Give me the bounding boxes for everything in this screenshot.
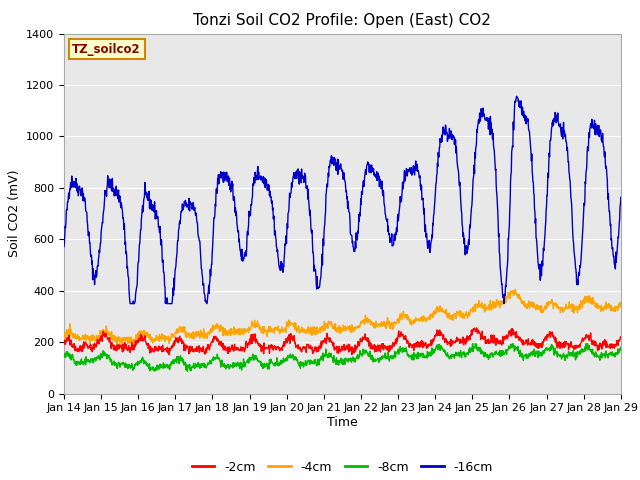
Text: TZ_soilco2: TZ_soilco2 xyxy=(72,43,141,56)
Title: Tonzi Soil CO2 Profile: Open (East) CO2: Tonzi Soil CO2 Profile: Open (East) CO2 xyxy=(193,13,492,28)
X-axis label: Time: Time xyxy=(327,416,358,429)
Y-axis label: Soil CO2 (mV): Soil CO2 (mV) xyxy=(8,170,20,257)
Legend: -2cm, -4cm, -8cm, -16cm: -2cm, -4cm, -8cm, -16cm xyxy=(187,456,498,479)
